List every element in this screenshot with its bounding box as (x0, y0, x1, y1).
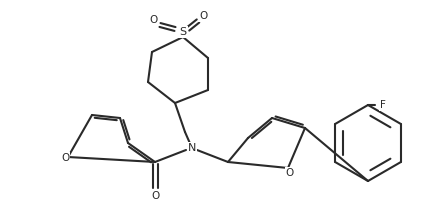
Text: O: O (61, 153, 69, 163)
Text: O: O (149, 15, 157, 25)
Text: F: F (380, 100, 386, 110)
Text: O: O (151, 191, 159, 201)
Text: O: O (199, 11, 207, 21)
Text: O: O (286, 168, 294, 178)
Text: S: S (180, 27, 187, 37)
Text: N: N (188, 143, 196, 153)
